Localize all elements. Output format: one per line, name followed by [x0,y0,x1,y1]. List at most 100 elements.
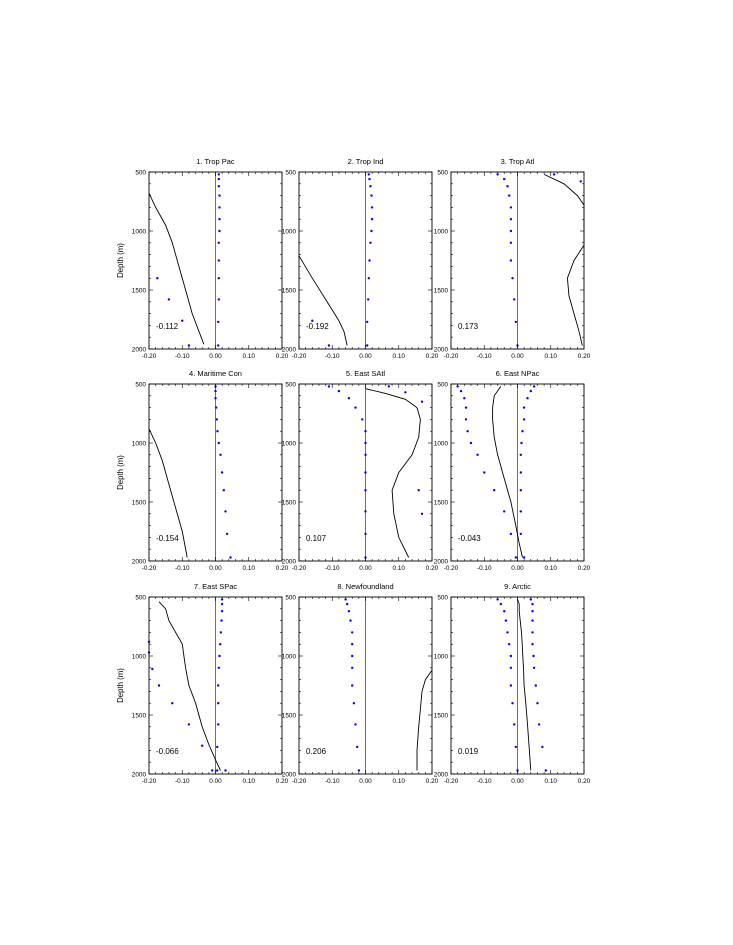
x-tick-label: 0.00 [359,565,372,572]
data-point [514,320,517,324]
y-tick-label: 1500 [132,712,147,719]
x-tick-label: 0.10 [545,778,558,785]
x-tick-label: 0.20 [578,778,591,785]
data-point [368,259,371,262]
data-point [483,471,486,474]
data-point [220,619,223,622]
y-tick-label: 2000 [282,771,297,778]
data-point [219,643,222,646]
data-point [220,471,224,474]
data-point [351,631,354,634]
data-point [514,745,517,749]
data-point [514,556,517,559]
data-point [519,510,522,513]
data-point [215,418,218,421]
x-tick-label: -0.10 [477,778,492,785]
data-point [503,610,506,613]
y-tick-label: 2000 [434,346,449,353]
y-tick-label: 2000 [434,558,449,565]
y-tick-label: 2000 [132,771,147,778]
panel-1: 1. Trop Pac -0.20 -0.10 0.00 0.10 0.20 500 1000… [116,157,289,360]
data-point [522,556,526,559]
y-tick-label: 1000 [282,228,297,235]
data-point [156,277,159,280]
y-tick-label: 2000 [132,346,147,353]
y-tick-label: 500 [135,381,146,388]
data-point [354,406,357,409]
y-tick-label: 1500 [282,499,297,506]
data-point [522,418,526,421]
data-point [217,320,220,324]
data-point [344,598,347,601]
data-point [181,319,184,322]
data-point [536,702,539,705]
y-tick-label: 2000 [282,558,297,565]
panel-5: 5. East SAtl -0.20 -0.10 0.00 0.10 0.20 500 100… [282,369,439,572]
panel-title: 6. East NPac [496,369,540,378]
y-tick-label: 1000 [132,440,147,447]
regression-curve [517,599,532,771]
data-point [368,177,371,181]
data-point [151,667,154,671]
data-point [519,453,522,456]
data-point [541,745,544,749]
x-tick-label: 0.00 [359,778,372,785]
x-tick-label: 0.00 [511,353,524,360]
x-tick-label: -0.10 [325,565,340,572]
data-point [503,510,506,513]
x-tick-label: 0.20 [276,778,289,785]
data-point [361,418,364,421]
data-point [220,610,224,613]
data-point [218,229,221,233]
panel-stat: -0.043 [458,534,481,543]
data-point [509,218,513,221]
panel-2: 2. Trop Ind -0.20 -0.10 0.00 0.10 0.20 500 1000… [282,157,439,360]
data-point [493,489,496,492]
data-point [364,471,367,474]
x-tick-label: -0.20 [142,778,157,785]
data-point [347,397,351,400]
data-point [218,654,221,658]
data-point [327,344,331,347]
y-tick-label: 1000 [434,440,449,447]
regression-curve [416,669,433,771]
panel-title: 9. Arctic [504,582,531,591]
data-point [508,643,511,646]
y-tick-label: 1500 [282,712,297,719]
y-tick-label: 1000 [132,653,147,660]
data-point [346,602,349,606]
data-point [218,218,221,221]
data-point [217,298,220,301]
x-tick-label: 0.00 [359,353,372,360]
data-point [520,441,523,445]
data-point [367,277,370,280]
data-point [219,631,222,634]
y-tick-label: 1500 [132,287,147,294]
data-point [519,471,522,474]
data-point [529,598,532,601]
panel-stat: -0.066 [156,747,179,756]
data-point [364,510,367,513]
y-tick-label: 500 [285,594,296,601]
y-axis-label: Depth (m) [116,455,125,490]
panel-stat: 0.206 [306,747,327,756]
data-point [579,180,582,183]
data-point [531,610,534,613]
regression-curve [158,601,221,771]
panel-stat: -0.112 [156,322,179,331]
x-tick-label: 0.10 [393,565,406,572]
x-tick-label: 0.20 [276,565,289,572]
data-point [215,406,218,409]
panel-7: 7. East SPac -0.20 -0.10 0.00 0.10 0.20 500 100… [116,582,289,785]
data-point [201,744,204,747]
regression-curve [365,388,421,558]
panel-stat: 0.107 [306,534,327,543]
panel-4: 4. Maritime Con -0.20 -0.10 0.00 0.10 0.20 500… [116,369,289,572]
data-point [369,185,372,188]
data-point [534,684,537,687]
data-point [217,441,220,445]
data-point [529,389,532,393]
x-tick-label: 0.20 [578,353,591,360]
data-point [509,684,513,687]
